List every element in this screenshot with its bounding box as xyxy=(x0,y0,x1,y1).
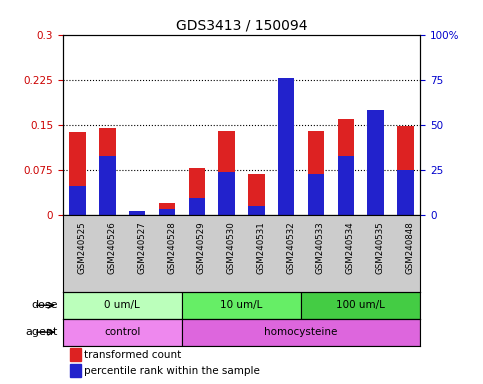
Bar xyxy=(248,174,265,215)
Bar xyxy=(248,206,265,215)
Text: GSM240530: GSM240530 xyxy=(227,221,236,274)
Text: 10 um/L: 10 um/L xyxy=(220,300,263,310)
Bar xyxy=(218,131,235,215)
Text: GSM240527: GSM240527 xyxy=(137,221,146,274)
Bar xyxy=(338,119,354,215)
Bar xyxy=(70,348,81,361)
Bar xyxy=(159,203,175,215)
Bar xyxy=(397,170,413,215)
Text: GSM240848: GSM240848 xyxy=(405,221,414,274)
Text: percentile rank within the sample: percentile rank within the sample xyxy=(84,366,260,376)
Bar xyxy=(182,292,301,319)
Text: GSM240531: GSM240531 xyxy=(256,221,265,274)
Bar xyxy=(308,174,324,215)
Text: transformed count: transformed count xyxy=(84,349,182,359)
Bar xyxy=(397,126,413,215)
Text: GSM240528: GSM240528 xyxy=(167,221,176,274)
Bar xyxy=(70,186,86,215)
Bar xyxy=(218,172,235,215)
Bar xyxy=(129,213,145,215)
Bar xyxy=(278,78,294,215)
Bar xyxy=(99,156,115,215)
Bar xyxy=(308,131,324,215)
Text: dose: dose xyxy=(31,300,58,310)
Bar xyxy=(99,128,115,215)
Text: GSM240534: GSM240534 xyxy=(346,221,355,274)
Bar xyxy=(159,209,175,215)
Text: GSM240535: GSM240535 xyxy=(376,221,384,274)
Bar xyxy=(338,156,354,215)
Text: GSM240525: GSM240525 xyxy=(78,221,86,274)
Bar xyxy=(189,168,205,215)
Text: control: control xyxy=(104,327,141,337)
Bar xyxy=(70,132,86,215)
Bar xyxy=(278,81,294,215)
Bar xyxy=(70,364,81,377)
Bar xyxy=(301,292,420,319)
Bar xyxy=(368,110,384,215)
Text: GDS3413 / 150094: GDS3413 / 150094 xyxy=(176,19,307,33)
Bar xyxy=(189,198,205,215)
Bar xyxy=(368,110,384,215)
Bar xyxy=(63,292,182,319)
Text: GSM240532: GSM240532 xyxy=(286,221,295,274)
Text: GSM240526: GSM240526 xyxy=(108,221,116,274)
Bar xyxy=(63,319,182,346)
Text: GSM240533: GSM240533 xyxy=(316,221,325,274)
Text: homocysteine: homocysteine xyxy=(264,327,338,337)
Bar xyxy=(182,319,420,346)
Text: agent: agent xyxy=(26,327,58,337)
Bar xyxy=(129,211,145,215)
Text: 0 um/L: 0 um/L xyxy=(104,300,140,310)
Text: 100 um/L: 100 um/L xyxy=(336,300,385,310)
Text: GSM240529: GSM240529 xyxy=(197,221,206,274)
